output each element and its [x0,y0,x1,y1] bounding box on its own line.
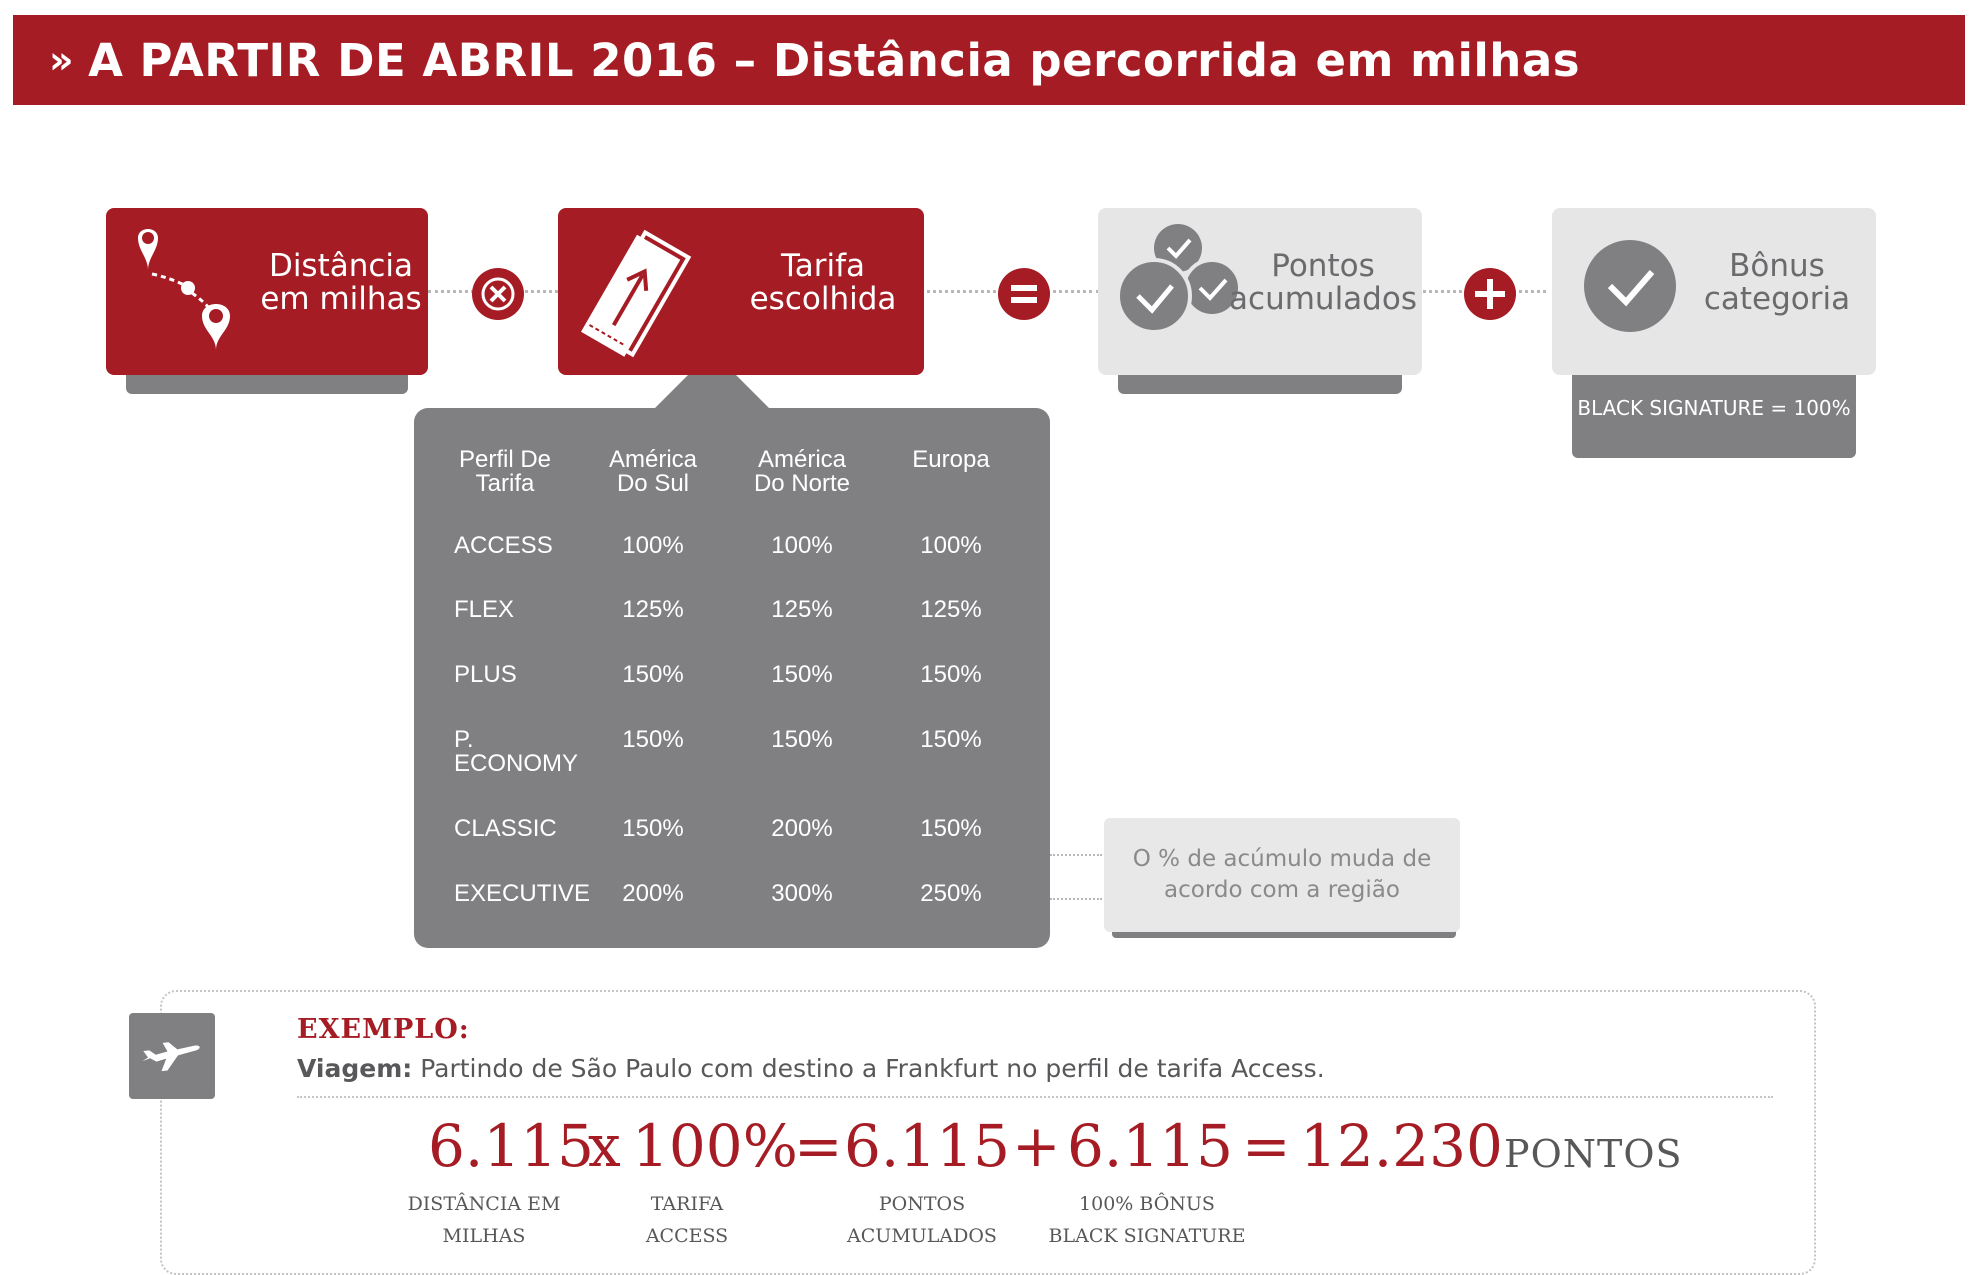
multiply-icon [472,268,524,320]
table-cell: 150% [920,661,982,688]
plus-icon [1464,268,1516,320]
trip-label: Viagem: [297,1054,413,1083]
table-cell: 200% [622,880,684,907]
eq-total: 12.230 [1300,1112,1503,1180]
caption-bonus: 100% BÔNUS BLACK SIGNATURE [1048,1193,1246,1247]
page-title: A PARTIR DE ABRIL 2016 – Distância perco… [88,33,1580,87]
divider [297,1096,1773,1098]
note-shelf [1112,930,1456,938]
table-cell: 150% [920,815,982,842]
table-header: América Do Sul [608,446,698,497]
bonus-box: Bônus categoria [1552,208,1876,375]
table-row-profile: ACCESS [454,532,553,559]
eq-fare: 100% [632,1112,798,1180]
trip-text: Partindo de São Paulo com destino a Fran… [420,1054,1325,1083]
example-title: EXEMPLO: [297,1014,470,1045]
eq-unit: PONTOS [1504,1132,1683,1176]
distance-box: Distância em milhas [106,208,428,375]
table-row-profile: EXECUTIVE [454,880,591,907]
table-header: Europa [912,446,990,473]
table-cell: 150% [622,726,684,753]
eq-plus: + [1012,1112,1061,1180]
table-cell: 100% [622,532,684,559]
table-cell: 250% [920,880,982,907]
eq-times: x [588,1112,621,1180]
check-coins-icon [1116,224,1242,334]
example-panel: EXEMPLO: Viagem: Partindo de São Paulo c… [129,990,1816,1275]
bonus-tag: BLACK SIGNATURE = 100% [1572,372,1856,458]
check-circle-icon [1584,240,1676,332]
chevron-icon: » [49,38,75,82]
table-row-profile: CLASSIC [454,815,557,842]
eq-equals: = [794,1112,843,1180]
table-row-profile: P. ECONOMY [454,726,579,777]
table-cell: 100% [920,532,982,559]
fare-label: Tarifa escolhida [749,248,897,317]
connector-line [1050,898,1102,900]
points-box: Pontos acumulados [1098,208,1422,375]
fare-box: Tarifa escolhida [558,208,924,375]
table-row-profile: FLEX [454,596,515,623]
table-cell: 125% [622,596,684,623]
table-cell: 100% [771,532,833,559]
box-shelf [126,372,408,394]
caption-fare: TARIFA ACCESS [645,1193,729,1247]
distance-label: Distância em milhas [260,248,422,317]
eq-distance: 6.115 [428,1112,595,1180]
eq-points: 6.115 [844,1112,1011,1180]
connector-line [1050,854,1102,856]
table-row-profile: PLUS [454,661,517,688]
map-route-icon [138,229,230,350]
table-header: Perfil De Tarifa [458,446,552,497]
example-trip: Viagem: Partindo de São Paulo com destin… [297,1054,1325,1083]
eq-equals: = [1242,1112,1291,1180]
bonus-tag-label: BLACK SIGNATURE = 100% [1577,396,1851,420]
ticket-icon [581,229,692,358]
table-cell: 125% [771,596,833,623]
points-label: Pontos acumulados [1229,248,1417,317]
airplane-icon [129,1013,215,1099]
table-cell: 300% [771,880,833,907]
bonus-label: Bônus categoria [1703,248,1851,317]
table-cell: 150% [622,661,684,688]
caption-points: PONTOS ACUMULADOS [847,1193,997,1247]
page-header: » A PARTIR DE ABRIL 2016 – Distância per… [13,15,1965,105]
eq-bonus: 6.115 [1067,1112,1234,1180]
table-cell: 200% [771,815,833,842]
box-shelf [1118,372,1402,394]
table-header: América Do Norte [753,446,851,497]
table-cell: 150% [622,815,684,842]
table-cell: 150% [771,726,833,753]
equals-icon [998,268,1050,320]
table-cell: 150% [920,726,982,753]
caption-distance: DISTÂNCIA EM MILHAS [407,1193,561,1247]
region-note: O % de acúmulo muda de acordo com a regi… [1104,818,1460,932]
rate-table: Perfil De Tarifa América Do Sul América Do … [414,408,1050,948]
table-cell: 150% [771,661,833,688]
table-cell: 125% [920,596,982,623]
table-pointer [652,375,772,411]
